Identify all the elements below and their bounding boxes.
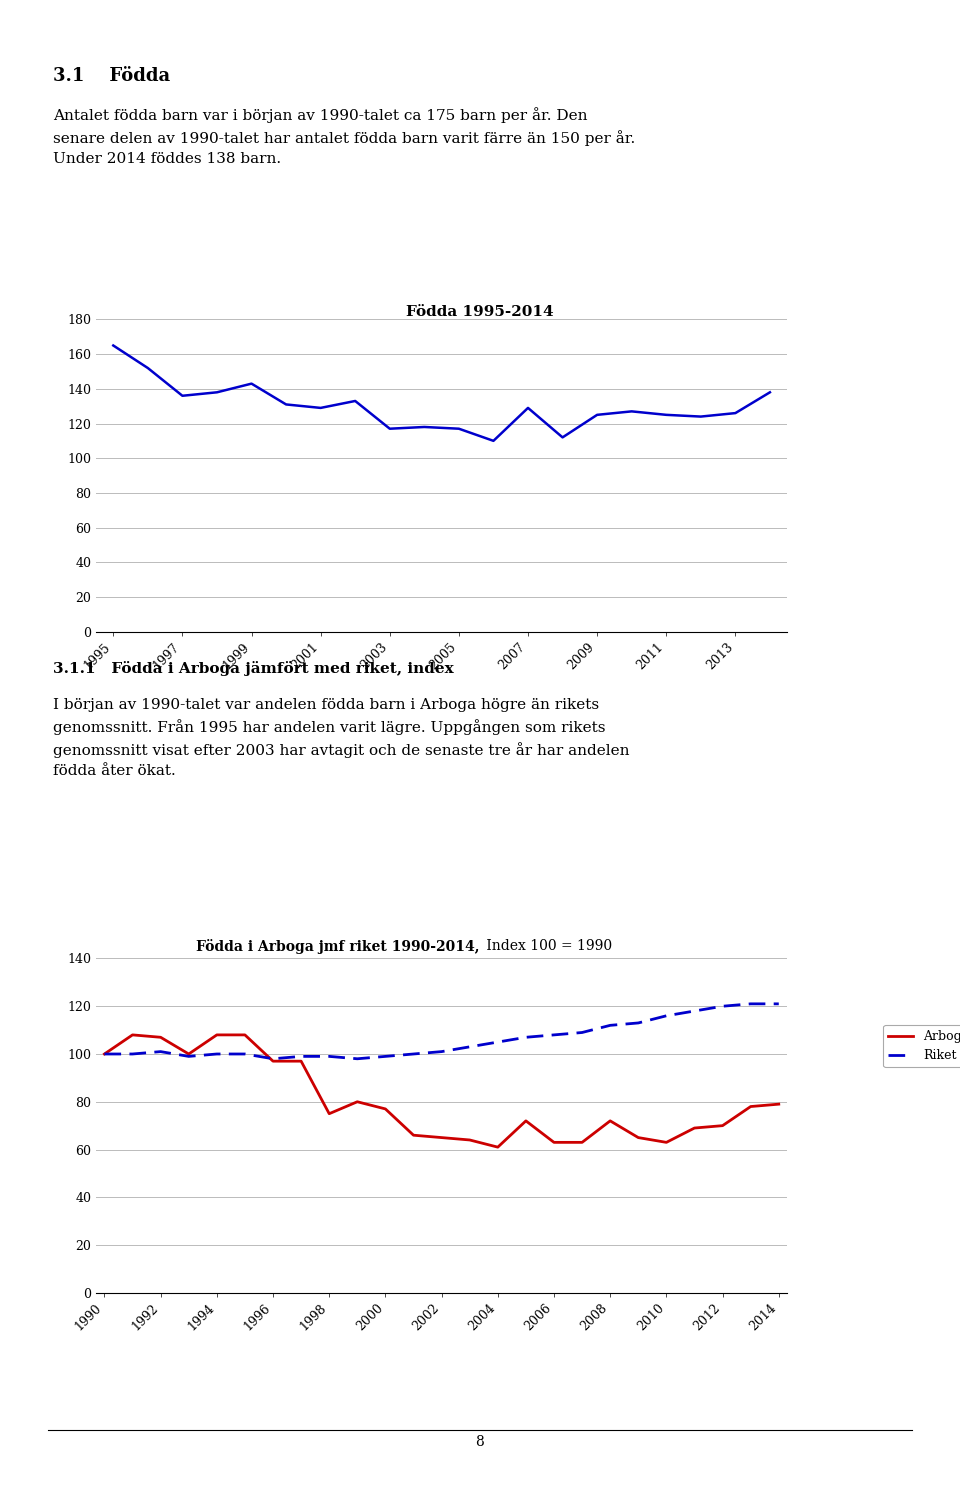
Arboga xyxy=(605,1112,616,1129)
Riket xyxy=(436,1043,447,1061)
Arboga xyxy=(379,1100,391,1117)
Arboga xyxy=(717,1117,729,1135)
Arboga xyxy=(324,1104,335,1122)
Riket xyxy=(155,1043,166,1061)
Riket xyxy=(267,1049,278,1067)
Riket xyxy=(717,997,729,1015)
Legend: Arboga, Riket: Arboga, Riket xyxy=(883,1025,960,1067)
Riket xyxy=(548,1025,560,1043)
Arboga xyxy=(633,1129,644,1147)
Arboga xyxy=(773,1095,784,1113)
Arboga xyxy=(155,1028,166,1046)
Riket xyxy=(576,1024,588,1042)
Arboga xyxy=(688,1119,700,1137)
Arboga xyxy=(660,1134,672,1152)
Arboga xyxy=(296,1052,307,1070)
Arboga xyxy=(183,1045,195,1062)
Riket xyxy=(99,1045,110,1062)
Arboga xyxy=(464,1131,475,1149)
Riket xyxy=(660,1008,672,1025)
Text: 8: 8 xyxy=(475,1435,485,1449)
Arboga xyxy=(576,1134,588,1152)
Riket xyxy=(183,1048,195,1065)
Riket xyxy=(127,1045,138,1062)
Riket xyxy=(211,1045,223,1062)
Text: Födda i Arboga jmf riket 1990-2014,: Födda i Arboga jmf riket 1990-2014, xyxy=(197,939,480,954)
Arboga xyxy=(492,1138,504,1156)
Text: Födda 1995-2014: Födda 1995-2014 xyxy=(406,305,554,318)
Text: Antalet födda barn var i början av 1990-talet ca 175 barn per år. Den
senare del: Antalet födda barn var i början av 1990-… xyxy=(53,107,636,166)
Arboga xyxy=(436,1129,447,1147)
Riket xyxy=(296,1048,307,1065)
Riket xyxy=(408,1045,420,1062)
Arboga xyxy=(127,1025,138,1043)
Riket xyxy=(745,996,756,1013)
Text: I början av 1990-talet var andelen födda barn i Arboga högre än rikets
genomssni: I början av 1990-talet var andelen födda… xyxy=(53,698,630,779)
Arboga xyxy=(239,1025,251,1043)
Riket xyxy=(633,1013,644,1031)
Arboga xyxy=(548,1134,560,1152)
Riket xyxy=(773,996,784,1013)
Line: Arboga: Arboga xyxy=(105,1034,779,1147)
Riket xyxy=(379,1048,391,1065)
Arboga xyxy=(351,1092,363,1110)
Arboga xyxy=(520,1112,532,1129)
Riket xyxy=(464,1037,475,1055)
Arboga xyxy=(267,1052,278,1070)
Riket xyxy=(688,1002,700,1019)
Riket xyxy=(605,1016,616,1034)
Riket xyxy=(324,1048,335,1065)
Riket xyxy=(492,1033,504,1051)
Riket xyxy=(520,1028,532,1046)
Arboga xyxy=(211,1025,223,1043)
Text: Index 100 = 1990: Index 100 = 1990 xyxy=(482,939,612,953)
Line: Riket: Riket xyxy=(105,1005,779,1058)
Text: 3.1    Födda: 3.1 Födda xyxy=(53,67,170,85)
Text: 3.1.1   Födda i Arboga jämfört med riket, index: 3.1.1 Födda i Arboga jämfört med riket, … xyxy=(53,661,453,676)
Riket xyxy=(351,1049,363,1067)
Arboga xyxy=(99,1045,110,1062)
Riket xyxy=(239,1045,251,1062)
Arboga xyxy=(408,1126,420,1144)
Arboga xyxy=(745,1098,756,1116)
